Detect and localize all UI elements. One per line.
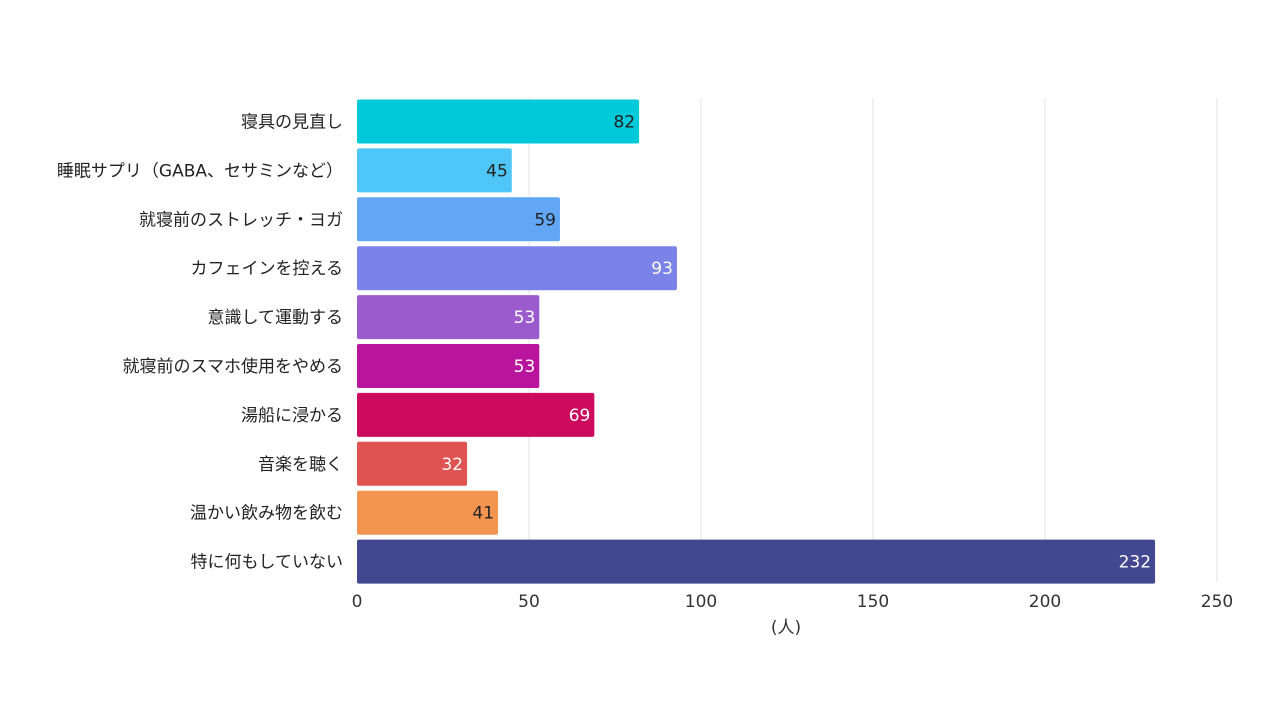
- bar: [357, 344, 540, 388]
- category-label: 特に何もしていない: [191, 553, 344, 573]
- grid-lines: [528, 98, 1218, 582]
- value-labels: 82 45 59 93 53 53 69 32 41 232: [441, 113, 1151, 573]
- bar-value-label: 82: [613, 113, 635, 133]
- bar: [357, 441, 468, 486]
- x-axis-ticks: 0 50 100 150 200 250: [352, 592, 1234, 612]
- bar-value-label: 45: [486, 161, 508, 181]
- bar: [357, 295, 540, 340]
- bar-value-label: 41: [472, 504, 494, 524]
- x-tick-label: 150: [857, 592, 889, 612]
- bar: [357, 246, 677, 291]
- bar-value-label: 53: [514, 357, 536, 377]
- bar: [357, 490, 499, 535]
- x-axis-title: (人): [771, 618, 801, 638]
- category-label: 意識して運動する: [208, 308, 344, 328]
- bar: [357, 197, 560, 242]
- category-label: 睡眠サプリ（GABA、セサミンなど）: [57, 161, 343, 181]
- category-label: 就寝前のスマホ使用をやめる: [123, 356, 344, 377]
- x-tick-label: 100: [685, 592, 717, 612]
- bar-value-label: 53: [514, 308, 536, 328]
- category-label: 就寝前のストレッチ・ヨガ: [139, 209, 343, 230]
- category-label: 湯船に浸かる: [241, 406, 343, 426]
- category-label: カフェインを控える: [191, 259, 344, 279]
- x-tick-label: 250: [1201, 592, 1233, 612]
- bar: [357, 99, 640, 144]
- x-tick-label: 0: [352, 592, 363, 612]
- category-label: 音楽を聴く: [258, 455, 343, 475]
- bar-value-label: 59: [534, 210, 556, 230]
- bar: [357, 148, 512, 193]
- bar: [357, 392, 595, 437]
- bar-value-label: 69: [569, 406, 591, 426]
- category-label: 寝具の見直し: [241, 112, 343, 133]
- x-tick-label: 200: [1029, 592, 1061, 612]
- bars: [357, 99, 1156, 584]
- bar-value-label: 93: [651, 259, 673, 279]
- bar: [357, 539, 1156, 584]
- x-tick-label: 50: [518, 592, 540, 612]
- bar-value-label: 232: [1119, 553, 1151, 573]
- bar-value-label: 32: [441, 455, 463, 475]
- category-label: 温かい飲み物を飲む: [190, 504, 343, 524]
